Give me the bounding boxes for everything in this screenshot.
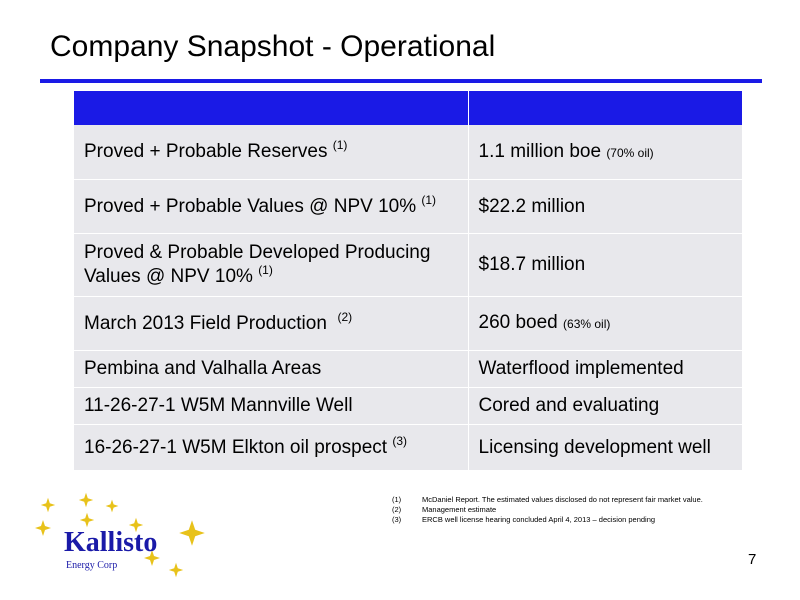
row-value-cell: $18.7 million (468, 233, 742, 297)
row-label: 11-26-27-1 W5M Mannville Well (84, 395, 353, 416)
footnote-text: McDaniel Report. The estimated values di… (422, 495, 703, 504)
company-logo: Kallisto Energy Corp (30, 488, 210, 588)
row-label-cell: 16-26-27-1 W5M Elkton oil prospect (3) (74, 424, 469, 471)
footnote-ref: (1) (421, 192, 437, 207)
row-label-cell: Proved + Probable Reserves (1) (74, 125, 469, 180)
row-label: March 2013 Field Production (84, 312, 327, 334)
footnote-number: (2) (392, 505, 402, 514)
slide-title: Company Snapshot - Operational (50, 30, 496, 63)
footnote-ref: (1) (332, 138, 348, 152)
table-header-row (74, 91, 742, 125)
table-row: March 2013 Field Production (2) 260 boed… (74, 296, 742, 351)
row-label-cell: Proved & Probable Developed Producing Va… (74, 233, 469, 297)
table-row: Proved & Probable Developed Producing Va… (74, 233, 742, 297)
row-label: 16-26-27-1 W5M Elkton oil prospect (84, 436, 388, 458)
row-value: Licensing development well (478, 436, 711, 458)
logo-name: Kallisto (64, 527, 158, 558)
footnote-item: (2) Management estimate (392, 505, 772, 515)
row-label: Proved + Probable Values @ NPV 10% (84, 195, 417, 217)
table-row: Proved + Probable Values @ NPV 10% (1) $… (74, 179, 742, 234)
footnote-text: ERCB well license hearing concluded Apri… (422, 515, 656, 524)
row-value: $22.2 million (478, 195, 586, 217)
table-row: 11-26-27-1 W5M Mannville Well Cored and … (74, 387, 742, 425)
table-header-cell (468, 91, 742, 125)
row-value: Cored and evaluating (478, 395, 660, 416)
footnote-number: (1) (392, 495, 402, 504)
row-value-cell: 1.1 million boe (70% oil) (468, 125, 742, 180)
footnote-ref: (1) (258, 263, 273, 277)
footnote-ref: (3) (392, 433, 408, 448)
row-label: Proved & Probable Developed Producing Va… (84, 242, 431, 287)
row-value: 260 boed (478, 312, 558, 333)
row-label: Pembina and Valhalla Areas (84, 358, 322, 379)
footnotes: (1) McDaniel Report. The estimated value… (392, 495, 772, 525)
row-value-cell: $22.2 million (468, 179, 742, 234)
row-value-cell: Licensing development well (468, 424, 742, 471)
row-value: $18.7 million (478, 254, 586, 275)
footnote-ref: (2) (337, 309, 353, 324)
table-row: Pembina and Valhalla Areas Waterflood im… (74, 350, 742, 388)
snapshot-table: Proved + Probable Reserves (1) 1.1 milli… (74, 91, 742, 471)
title-divider (40, 79, 762, 83)
row-value: Waterflood implemented (478, 358, 684, 379)
footnote-item: (3) ERCB well license hearing concluded … (392, 515, 772, 525)
row-value-cell: 260 boed (63% oil) (468, 296, 742, 351)
table-row: Proved + Probable Reserves (1) 1.1 milli… (74, 125, 742, 180)
row-value-cell: Cored and evaluating (468, 387, 742, 425)
footnote-item: (1) McDaniel Report. The estimated value… (392, 495, 772, 505)
row-label: Proved + Probable Reserves (84, 141, 328, 162)
row-value-note: (70% oil) (606, 145, 654, 160)
table-header-cell (74, 91, 469, 125)
row-label-cell: Proved + Probable Values @ NPV 10% (1) (74, 179, 469, 234)
row-value: 1.1 million boe (478, 140, 602, 162)
row-label-cell: March 2013 Field Production (2) (74, 296, 469, 351)
logo-subtitle: Energy Corp (66, 560, 118, 571)
row-label-cell: Pembina and Valhalla Areas (74, 350, 469, 388)
row-label-cell: 11-26-27-1 W5M Mannville Well (74, 387, 469, 425)
table-row: 16-26-27-1 W5M Elkton oil prospect (3) L… (74, 424, 742, 471)
footnote-number: (3) (392, 515, 402, 524)
footnote-text: Management estimate (422, 505, 497, 514)
row-value-note: (63% oil) (563, 317, 611, 331)
page-number: 7 (748, 551, 757, 568)
row-value-cell: Waterflood implemented (468, 350, 742, 388)
